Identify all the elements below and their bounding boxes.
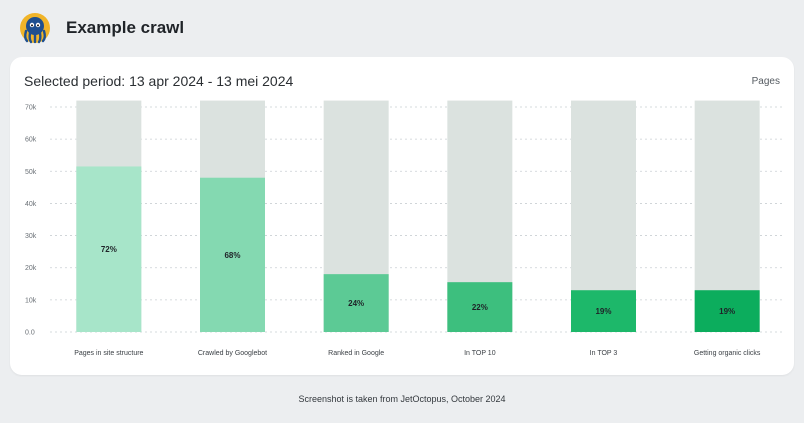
bar-percent-label: 22% xyxy=(472,303,488,312)
y-tick-label: 30k xyxy=(25,233,37,240)
bar-percent-label: 19% xyxy=(595,307,611,316)
footer-note: Screenshot is taken from JetOctopus, Oct… xyxy=(298,394,506,404)
bar-chart: 70k 60k 50k 40k 30k 20k 10k 0.0 72% Pages in site… xyxy=(25,100,782,357)
y-tick-label: 10k xyxy=(25,297,37,304)
x-category-label: In TOP 10 xyxy=(464,350,496,357)
y-tick-label: 40k xyxy=(25,201,37,208)
y-tick-label: 70k xyxy=(25,105,37,112)
bar xyxy=(76,166,142,332)
page-header: Example crawl xyxy=(18,10,184,46)
y-tick-label: 20k xyxy=(25,265,37,272)
pages-legend-button[interactable]: Pages xyxy=(751,76,780,87)
bar-percent-label: 72% xyxy=(101,245,117,254)
x-category-label: Crawled by Googlebot xyxy=(198,350,267,357)
selected-period-label: Selected period: 13 apr 2024 - 13 mei 20… xyxy=(24,73,294,89)
bar xyxy=(447,282,513,332)
bar xyxy=(694,290,760,332)
bar xyxy=(323,274,389,332)
bar-percent-label: 19% xyxy=(719,307,735,316)
x-category-label: Pages in site structure xyxy=(74,350,143,357)
bar-percent-label: 24% xyxy=(348,299,364,308)
x-category-label: Getting organic clicks xyxy=(694,350,761,357)
x-category-label: In TOP 3 xyxy=(590,350,618,357)
bar-percent-label: 68% xyxy=(224,251,240,260)
y-tick-label: 60k xyxy=(25,137,37,144)
x-category-label: Ranked in Google xyxy=(328,350,384,357)
octopus-logo-icon xyxy=(20,13,50,44)
page-title: Example crawl xyxy=(66,18,185,37)
bar xyxy=(571,290,636,332)
bar xyxy=(200,177,265,332)
chart-card: Selected period: 13 apr 2024 - 13 mei 20… xyxy=(10,57,794,375)
y-tick-label: 0.0 xyxy=(25,330,35,337)
y-tick-label: 50k xyxy=(25,169,37,176)
